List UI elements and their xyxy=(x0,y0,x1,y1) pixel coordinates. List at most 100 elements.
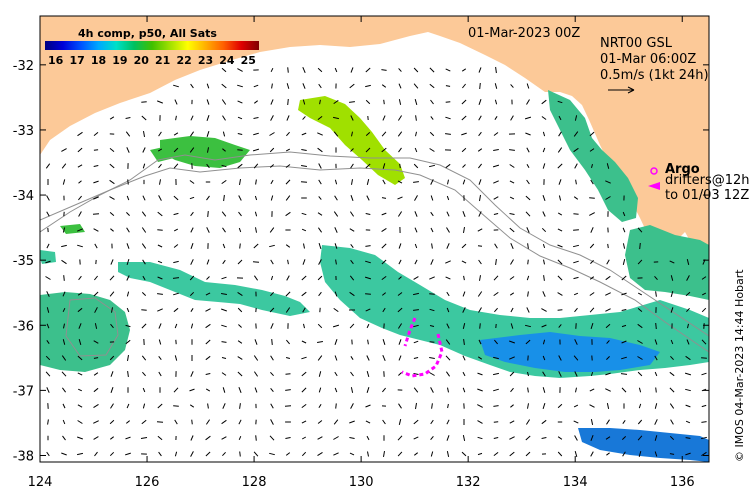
current-vector xyxy=(527,403,529,409)
current-vector xyxy=(174,419,178,425)
current-vector xyxy=(61,371,67,377)
current-vector xyxy=(413,309,419,311)
current-vector xyxy=(429,131,435,137)
current-vector xyxy=(318,179,322,185)
current-vector xyxy=(141,355,147,361)
current-vector xyxy=(557,451,563,457)
current-vector xyxy=(222,451,226,457)
lat-tick-label: -35 xyxy=(13,254,34,269)
current-vector xyxy=(350,148,354,152)
current-vector xyxy=(269,132,275,136)
current-vector xyxy=(589,292,595,296)
current-vector xyxy=(701,451,707,457)
current-vector xyxy=(173,147,179,153)
current-vector xyxy=(62,179,66,185)
current-vector xyxy=(287,67,289,73)
current-vector xyxy=(253,451,259,457)
current-vector xyxy=(541,437,547,439)
current-vector xyxy=(382,339,386,345)
current-vector xyxy=(461,451,467,457)
current-vector xyxy=(542,355,546,361)
current-vector xyxy=(366,355,370,361)
current-vector xyxy=(190,435,194,441)
current-vector xyxy=(77,404,83,408)
current-vector xyxy=(574,307,578,313)
current-vector xyxy=(173,163,179,169)
current-vector xyxy=(366,323,370,329)
colorbar-tick-label: 20 xyxy=(134,54,150,67)
lon-tick-label: 124 xyxy=(28,475,53,490)
current-vector xyxy=(301,371,307,377)
current-vector xyxy=(429,325,435,327)
current-vector xyxy=(157,229,163,231)
current-vector xyxy=(254,195,258,201)
current-vector xyxy=(270,291,274,297)
current-vector xyxy=(541,324,547,328)
vector-scale-label: 0.5m/s (1kt 24h) xyxy=(600,68,709,83)
current-vector xyxy=(638,403,642,409)
current-vector xyxy=(252,148,260,152)
current-vector xyxy=(381,69,387,71)
current-vector xyxy=(590,179,594,185)
current-vector xyxy=(62,339,66,345)
current-vector xyxy=(462,307,466,313)
current-vector xyxy=(221,211,227,217)
current-vector xyxy=(222,131,226,137)
current-vector xyxy=(494,243,498,249)
current-vector xyxy=(189,275,195,281)
current-vector xyxy=(383,451,385,457)
current-vector xyxy=(510,84,514,88)
colorbar-tick-label: 21 xyxy=(155,54,170,67)
current-vector xyxy=(318,196,322,200)
current-vector xyxy=(173,260,179,264)
current-vector xyxy=(557,212,563,216)
current-vector xyxy=(605,323,611,329)
current-vector xyxy=(605,308,611,312)
current-vector xyxy=(61,355,67,361)
current-vector xyxy=(318,403,322,409)
current-vector xyxy=(158,131,162,137)
colorbar-tick-label: 23 xyxy=(198,54,213,67)
drifter-legend-label: drifters@12h xyxy=(665,173,750,188)
current-vector xyxy=(46,243,50,249)
current-vector xyxy=(127,371,129,377)
current-vector xyxy=(589,276,595,280)
current-vector xyxy=(141,101,147,103)
current-vector xyxy=(78,211,82,217)
current-vector xyxy=(366,178,370,186)
current-vector xyxy=(573,196,579,200)
current-vector xyxy=(237,68,243,72)
current-vector xyxy=(542,291,546,297)
current-vector xyxy=(300,181,308,183)
current-vector xyxy=(206,99,210,105)
current-vector xyxy=(685,388,691,392)
current-vector xyxy=(270,67,274,73)
current-vector xyxy=(621,356,627,360)
current-vector xyxy=(397,451,403,457)
current-vector xyxy=(397,211,403,217)
current-vector xyxy=(526,179,530,185)
current-vector xyxy=(301,436,307,440)
current-vector xyxy=(269,307,275,313)
current-vector xyxy=(398,355,402,361)
current-vector xyxy=(157,148,163,152)
current-vector xyxy=(430,259,434,265)
current-vector xyxy=(621,275,627,281)
current-vector xyxy=(685,452,691,456)
current-vector xyxy=(334,291,338,297)
current-vector xyxy=(94,323,98,329)
current-vector xyxy=(334,355,338,361)
current-vector xyxy=(684,372,692,376)
current-vector xyxy=(431,243,433,249)
current-vector xyxy=(351,179,353,185)
current-vector xyxy=(492,372,500,376)
current-vector xyxy=(223,194,225,202)
current-vector xyxy=(301,340,307,344)
current-vector xyxy=(222,403,226,409)
lon-tick-label: 132 xyxy=(456,475,481,490)
current-vector xyxy=(238,419,242,425)
current-vector xyxy=(381,227,387,233)
current-vector xyxy=(285,195,291,201)
current-vector xyxy=(127,179,129,185)
sst-warm-core xyxy=(480,332,660,372)
